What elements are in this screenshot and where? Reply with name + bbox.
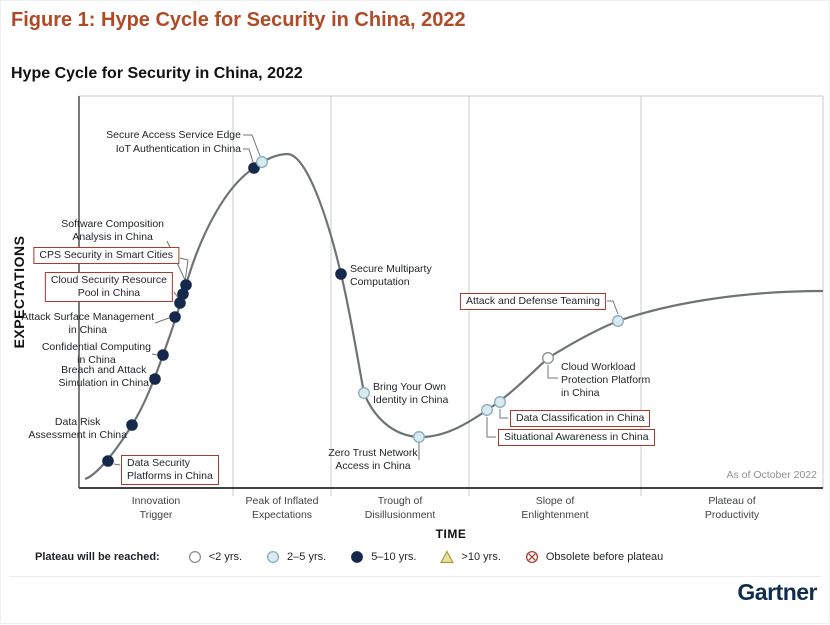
data-point [413,431,425,443]
data-point [612,315,624,327]
data-point [102,455,114,467]
leader-line [486,417,496,438]
point-label: Secure Access Service Edge [106,129,241,141]
data-point [248,162,260,174]
point-label: CPS Security in Smart Cities [33,247,179,265]
data-point [256,156,268,168]
legend-item-label: <2 yrs. [208,551,243,563]
point-label: Breach and Attack Simulation in China [58,364,149,390]
point-label: Software Composition Analysis in China [61,218,164,244]
point-label: Secure Multiparty Computation [350,263,432,289]
data-point [542,352,554,364]
leader-line [151,353,158,356]
legend-item-label: >10 yrs. [461,551,501,563]
data-point [335,268,347,280]
point-label: Attack and Defense Teaming [459,293,606,311]
point-label: Zero Trust Network Access in China [328,447,418,473]
point-label: Cloud Workload Protection Platform in Ch… [561,361,651,400]
legend-gt10-icon [440,550,455,564]
point-label: Data Classification in China [510,410,651,428]
legend-item-gt10: >10 yrs. [440,550,501,564]
data-point [177,288,189,300]
legend-item-lt2: <2 yrs. [188,550,242,564]
point-label: Data Risk Assessment in China [28,416,127,442]
data-point [358,387,370,399]
phase-label: Plateau of Productivity [704,495,760,521]
legend-lt2-icon [188,550,201,564]
phase-label: Innovation Trigger [131,495,181,521]
legend-title: Plateau will be reached: [35,551,160,563]
legend: Plateau will be reached: <2 yrs. 2–5 yrs.… [35,550,663,564]
legend-item-5to10: 5–10 yrs. [350,550,416,564]
legend-item-2to5: 2–5 yrs. [266,550,326,564]
legend-5to10-icon [351,551,364,563]
leader-line [113,463,121,466]
legend-item-label: Obsolete before plateau [545,551,664,563]
leader-line [173,291,180,300]
phase-label: Peak of Inflated Expectations [245,495,319,521]
figure-title: Figure 1: Hype Cycle for Security in Chi… [11,9,466,31]
gartner-logo: Gartner [737,579,817,605]
point-label: Bring Your Own Identity in China [373,381,449,407]
leader-line [243,148,254,163]
legend-item-label: 2–5 yrs. [287,551,327,563]
data-point [494,396,506,408]
leader-line [499,409,508,419]
point-label: Attack Surface Management in China [21,311,155,337]
point-label: Cloud Security Resource Pool in China [44,272,173,303]
data-point [169,311,181,323]
data-point [126,419,138,431]
point-label: IoT Authentication in China [115,143,241,155]
hype-cycle-curve [84,152,824,481]
leader-line [149,374,152,379]
legend-item-label: 5–10 yrs. [371,551,417,563]
data-point [174,297,186,309]
leader-line [607,300,619,315]
point-label: Confidential Computing in China [41,341,151,367]
leader-line [243,134,261,157]
data-point [149,373,161,385]
legend-2to5-icon [266,550,280,564]
data-point [157,349,169,361]
data-point [180,279,192,291]
phase-label: Slope of Enlightenment [521,495,589,521]
leader-line [154,317,170,324]
legend-obsolete-icon [525,550,538,564]
legend-item-obsolete: Obsolete before plateau [525,550,663,564]
as-of-note: As of October 2022 [726,469,817,481]
leader-line [547,365,558,379]
x-axis-label: TIME [435,527,467,541]
chart-title: Hype Cycle for Security in China, 2022 [11,65,303,82]
phase-label: Trough of Disillusionment [364,495,436,521]
footer-divider [9,576,821,577]
point-label: Situational Awareness in China [498,429,655,447]
point-label: Data Security Platforms in China [121,455,219,486]
data-point [481,404,493,416]
leader-line [179,257,189,290]
